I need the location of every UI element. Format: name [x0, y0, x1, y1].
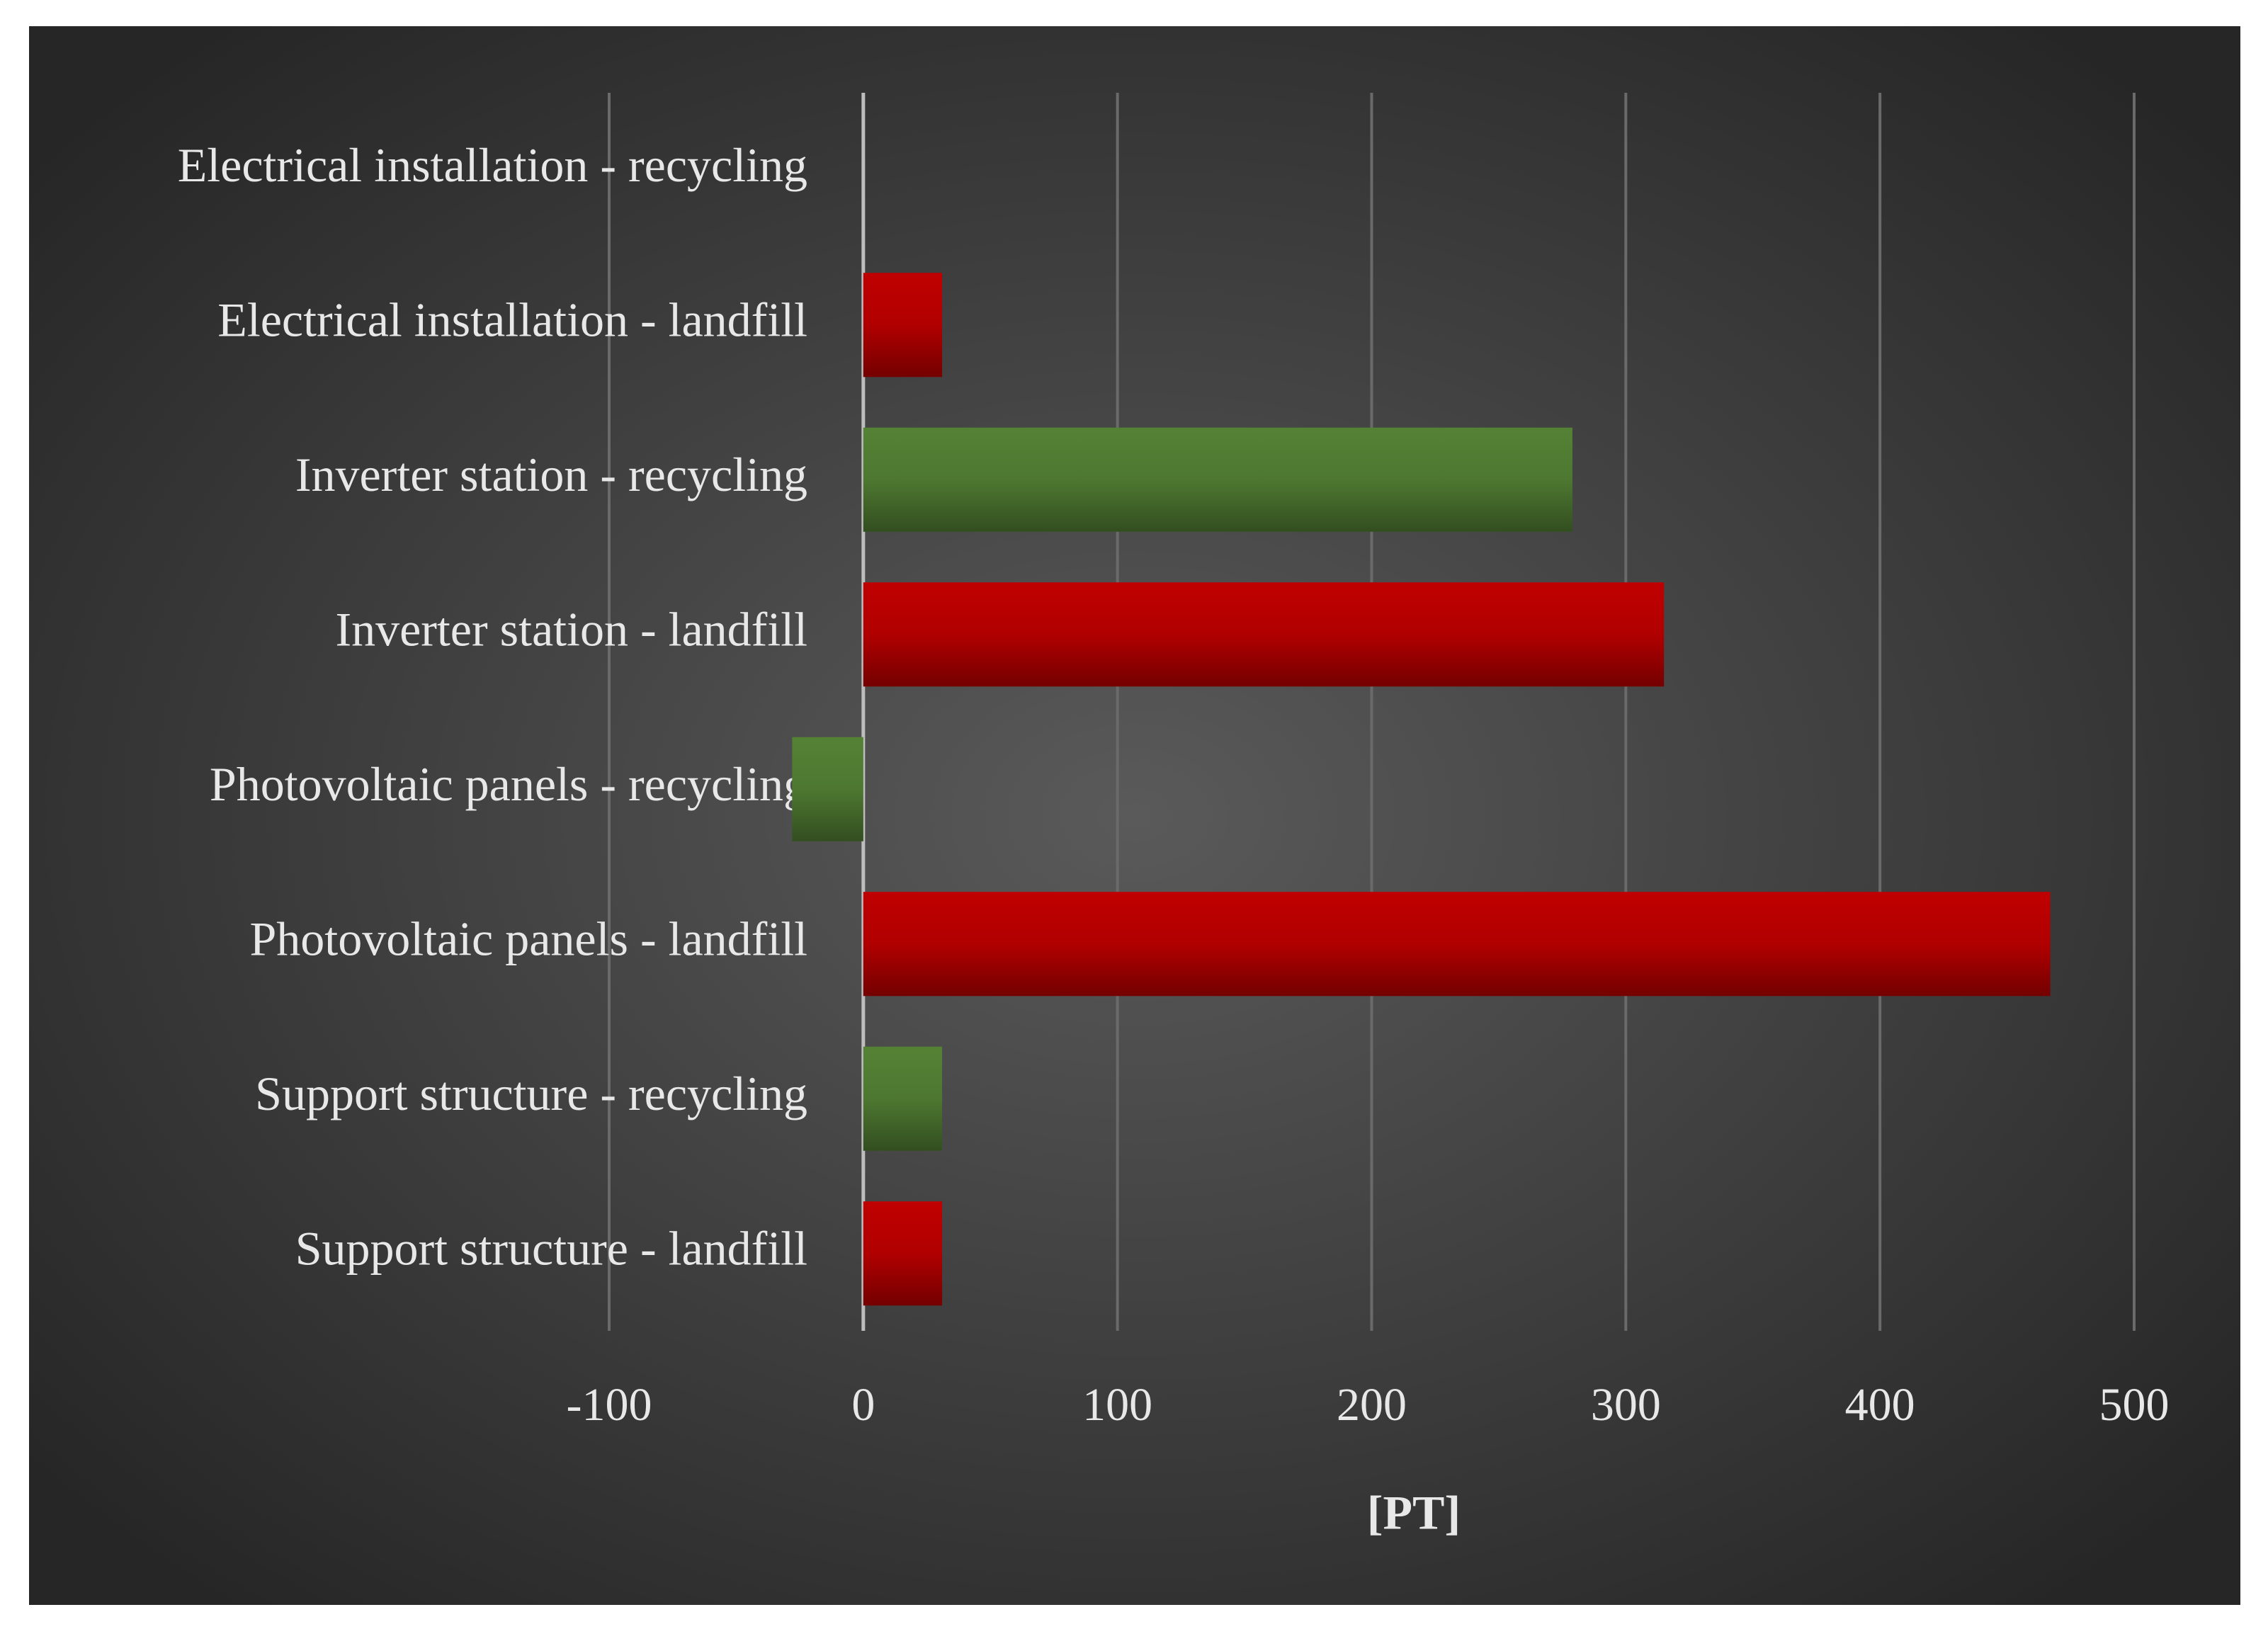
x-tick-label: 0 — [851, 1379, 875, 1431]
chart-background — [29, 26, 2240, 1605]
x-tick-label: -100 — [567, 1379, 652, 1431]
x-axis-title: [PT] — [1367, 1486, 1461, 1540]
y-tick-label: Electrical installation - recycling — [178, 138, 807, 192]
bar-shading — [863, 273, 943, 378]
y-tick-label: Support structure - recycling — [255, 1067, 807, 1120]
y-tick-label: Inverter station - landfill — [335, 602, 807, 656]
bar-shading — [863, 1046, 943, 1151]
y-tick-label: Photovoltaic panels - landfill — [249, 912, 807, 965]
x-tick-label: 100 — [1082, 1379, 1152, 1431]
bar-shading — [863, 892, 2051, 997]
x-tick-label: 500 — [2099, 1379, 2170, 1431]
y-tick-label: Inverter station - recycling — [295, 448, 807, 501]
y-tick-label: Electrical installation - landfill — [217, 293, 807, 346]
y-tick-label: Photovoltaic panels - recycling — [210, 757, 807, 811]
x-tick-label: 300 — [1591, 1379, 1661, 1431]
bar-shading — [863, 582, 1665, 687]
y-tick-label: Support structure - landfill — [295, 1221, 807, 1275]
x-tick-label: 200 — [1337, 1379, 1407, 1431]
bar-shading — [863, 427, 1572, 532]
x-tick-label: 400 — [1845, 1379, 1915, 1431]
bar-shading — [863, 1201, 943, 1306]
bar-shading — [792, 737, 863, 841]
